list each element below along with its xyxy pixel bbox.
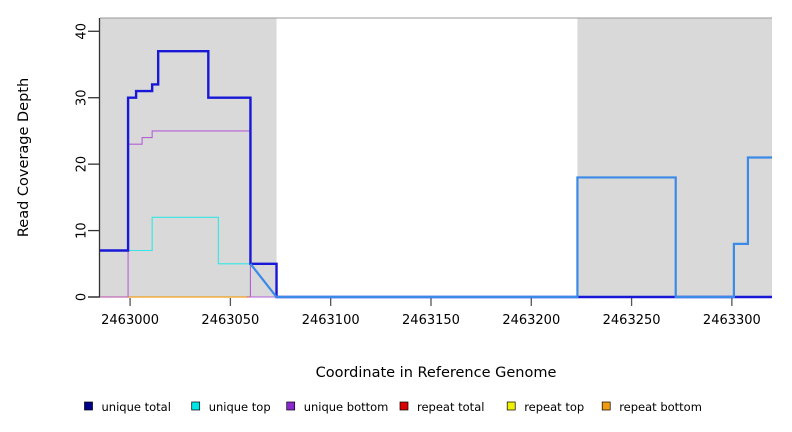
- legend-swatch-repeat-top: [506, 401, 516, 411]
- legend-label-unique-top: unique top: [209, 400, 271, 414]
- series-unique-total-right-segment: [249, 156, 772, 299]
- legend-swatch-repeat-total: [399, 401, 409, 411]
- legend-swatch-repeat-bottom: [601, 401, 611, 411]
- legend-swatch-unique-top: [191, 401, 201, 411]
- x-tick-label-2463100: 2463100: [302, 313, 360, 328]
- legend-label-unique-bottom: unique bottom: [304, 400, 389, 414]
- legend-swatch-unique-total: [84, 401, 93, 411]
- legend-item-repeat-total[interactable]: repeat total: [399, 400, 484, 414]
- x-tick-label-2463200: 2463200: [502, 313, 560, 328]
- legend-label-repeat-top: repeat top: [524, 400, 584, 414]
- x-tick-label-2463300: 2463300: [703, 313, 761, 328]
- y-tick-label-40: 40: [75, 23, 90, 40]
- legend-label-unique-total: unique total: [102, 400, 171, 414]
- series-unique-total: [100, 50, 772, 299]
- legend-item-repeat-top[interactable]: repeat top: [506, 400, 584, 414]
- y-tick-label-30: 30: [75, 89, 90, 106]
- legend-label-repeat-bottom: repeat bottom: [619, 400, 702, 414]
- legend-item-unique-top[interactable]: unique top: [191, 400, 271, 414]
- x-tick-label-2463050: 2463050: [201, 313, 259, 328]
- legend-item-unique-bottom[interactable]: unique bottom: [286, 400, 389, 414]
- legend-swatch-unique-bottom: [286, 401, 296, 411]
- legend-item-repeat-bottom[interactable]: repeat bottom: [601, 400, 702, 414]
- x-tick-label-2463150: 2463150: [402, 313, 460, 328]
- x-tick-label-2463250: 2463250: [603, 313, 661, 328]
- x-tick-label-2463000: 2463000: [101, 313, 159, 328]
- legend-label-repeat-total: repeat total: [417, 400, 484, 414]
- y-axis-title: Read Coverage Depth: [16, 78, 32, 237]
- legend-item-unique-total[interactable]: unique total: [84, 400, 171, 414]
- x-axis-title: Coordinate in Reference Genome: [316, 365, 557, 381]
- y-tick-label-10: 10: [75, 222, 90, 239]
- y-tick-label-20: 20: [75, 156, 90, 173]
- y-tick-label-0: 0: [75, 293, 90, 301]
